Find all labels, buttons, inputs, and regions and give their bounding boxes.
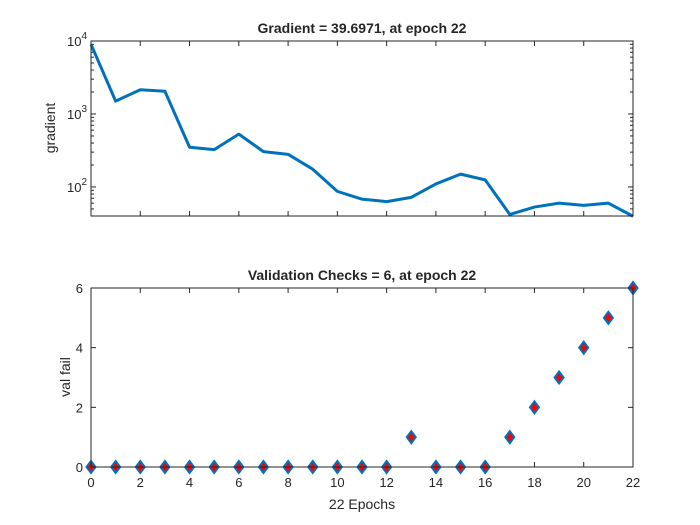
validation-x-tick-label: 0: [87, 475, 94, 490]
gradient-plot: Gradient = 39.6971, at epoch 22 gradient…: [42, 20, 634, 218]
validation-x-tick-label: 22: [626, 475, 640, 490]
validation-x-tick-label: 20: [576, 475, 590, 490]
validation-point: [553, 369, 565, 386]
validation-y-axis-label: val fail: [57, 357, 73, 397]
validation-plot-area: [91, 288, 633, 467]
validation-x-tick-label: 18: [527, 475, 541, 490]
validation-x-tick-label: 16: [478, 475, 492, 490]
gradient-plot-frame: [90, 40, 634, 217]
validation-plot-title: Validation Checks = 6, at epoch 22: [248, 267, 477, 283]
gradient-y-tick-label: 102: [67, 177, 87, 195]
gradient-plot-area: [91, 41, 633, 216]
gradient-y-tick-label: 104: [67, 31, 87, 49]
validation-point: [405, 429, 418, 445]
validation-plot: Validation Checks = 6, at epoch 22 val f…: [57, 267, 640, 512]
validation-y-tick-label: 0: [76, 460, 83, 475]
validation-point: [504, 429, 516, 445]
validation-plot-frame: [90, 287, 634, 468]
validation-y-tick-label: 2: [76, 400, 83, 415]
gradient-y-tick-label: 103: [67, 104, 87, 122]
validation-x-tick-label: 8: [284, 475, 291, 490]
validation-x-tick-label: 2: [137, 475, 144, 490]
validation-x-tick-label: 10: [330, 475, 344, 490]
validation-x-tick-label: 6: [235, 475, 242, 490]
validation-y-tick-label: 6: [76, 281, 83, 296]
validation-x-axis-label: 22 Epochs: [329, 496, 395, 512]
gradient-series-line: [89, 43, 634, 218]
validation-x-tick-label: 4: [186, 475, 193, 490]
validation-x-tick-label: 12: [379, 475, 393, 490]
validation-point: [577, 339, 590, 356]
gradient-plot-title: Gradient = 39.6971, at epoch 22: [258, 20, 467, 36]
validation-y-tick-label: 4: [76, 341, 83, 356]
validation-x-tick-label: 14: [429, 475, 443, 490]
gradient-y-axis-label: gradient: [42, 103, 58, 154]
validation-point: [528, 399, 541, 416]
validation-point: [602, 310, 615, 326]
